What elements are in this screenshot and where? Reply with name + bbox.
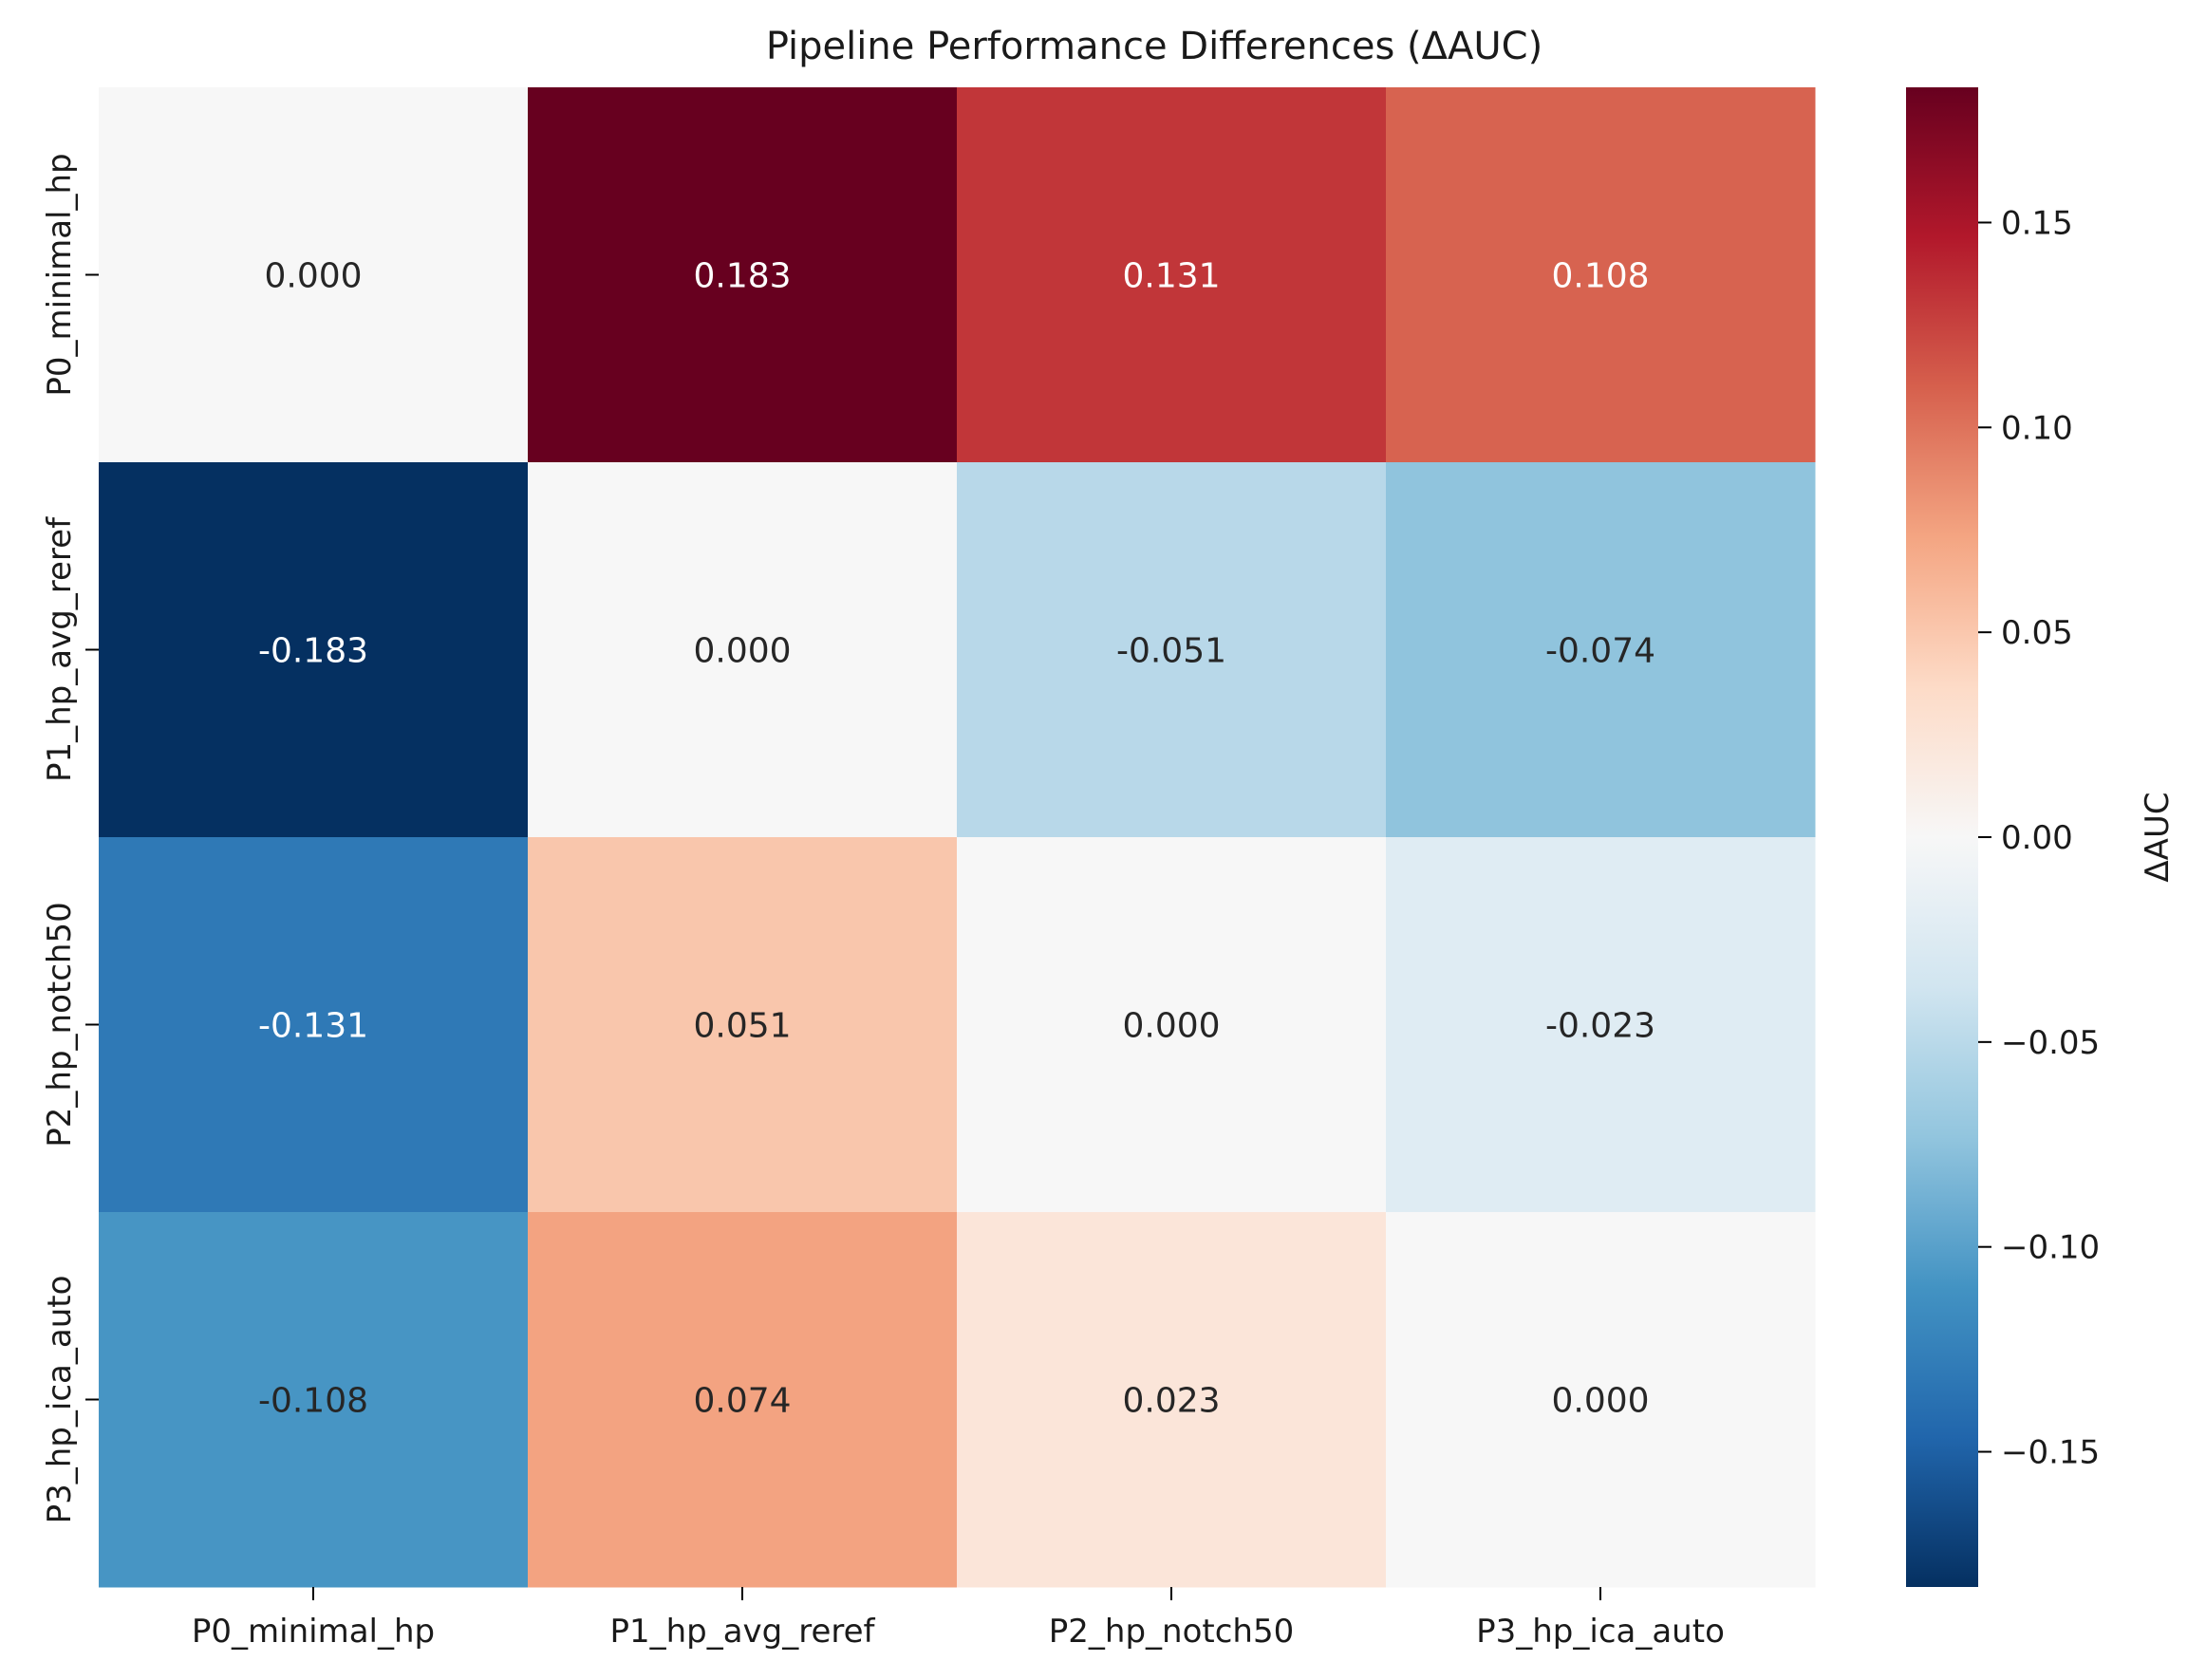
colorbar-label: ΔAUC [2139,792,2177,882]
heatmap-cell-labels: 0.000 0.183 0.131 0.108 -0.183 0.000 -0.051 -0.… [258,257,1655,1421]
x-axis: P0_minimal_hp P1_hp_avg_reref P2_hp_notch5… [192,1587,1725,1651]
heatmap-cell [957,462,1387,838]
y-tick-label: P0_minimal_hp [41,153,79,396]
colorbar-tick-label: −0.15 [2001,1434,2100,1472]
heatmap-cell [1386,1212,1816,1588]
colorbar-ticks: 0.15 0.10 0.05 0.00 −0.05 −0.10 −0.15 [1978,204,2100,1472]
heatmap-cell [1386,837,1816,1213]
cell-value-label: -0.023 [1545,1007,1655,1046]
cell-value-label: -0.183 [258,632,368,671]
heatmap-cell [528,837,958,1213]
heatmap-cell [957,1212,1387,1588]
heatmap-cell [99,1212,529,1588]
x-tick-label: P3_hp_ica_auto [1476,1613,1725,1651]
colorbar-gradient [1906,87,1978,1587]
colorbar-tick-label: 0.05 [2001,614,2073,652]
heatmap-cell [528,462,958,838]
heatmap-cell [1386,462,1816,838]
cell-value-label: 0.000 [1122,1007,1220,1046]
colorbar-tick-label: −0.10 [2001,1229,2100,1267]
heatmap-cell [99,87,529,463]
cell-value-label: 0.000 [693,632,791,671]
cell-value-label: 0.074 [693,1382,791,1421]
cell-value-label: 0.183 [693,257,791,296]
heatmap-cell [99,837,529,1213]
y-tick-label: P1_hp_avg_reref [41,516,79,782]
cell-value-label: 0.000 [1551,1382,1649,1421]
y-tick-label: P3_hp_ica_auto [41,1276,79,1524]
heatmap-cell [528,87,958,463]
colorbar: 0.15 0.10 0.05 0.00 −0.05 −0.10 −0.15 ΔAUC [1906,87,2177,1587]
heatmap-cell [528,1212,958,1588]
colorbar-tick-label: −0.05 [2001,1024,2100,1062]
cell-value-label: 0.131 [1122,257,1220,296]
x-tick-label: P1_hp_avg_reref [609,1613,875,1651]
colorbar-tick-label: 0.00 [2001,819,2073,857]
y-axis: P0_minimal_hp P1_hp_avg_reref P2_hp_notch5… [41,153,99,1523]
x-tick-label: P2_hp_notch50 [1049,1613,1294,1651]
cell-value-label: 0.108 [1551,257,1649,296]
cell-value-label: 0.000 [264,257,362,296]
heatmap-cell [99,462,529,838]
cell-value-label: -0.131 [258,1007,368,1046]
heatmap-cell [957,837,1387,1213]
x-tick-label: P0_minimal_hp [192,1613,435,1651]
heatmap-cell [957,87,1387,463]
colorbar-tick-label: 0.10 [2001,409,2073,447]
y-tick-label: P2_hp_notch50 [41,902,79,1147]
cell-value-label: -0.108 [258,1382,368,1421]
heatmap-cells [99,87,1816,1588]
colorbar-tick-label: 0.15 [2001,204,2073,242]
chart-title: Pipeline Performance Differences (ΔAUC) [766,25,1542,68]
cell-value-label: -0.051 [1116,632,1226,671]
cell-value-label: 0.051 [693,1007,791,1046]
heatmap-cell [1386,87,1816,463]
cell-value-label: 0.023 [1122,1382,1220,1421]
cell-value-label: -0.074 [1545,632,1655,671]
